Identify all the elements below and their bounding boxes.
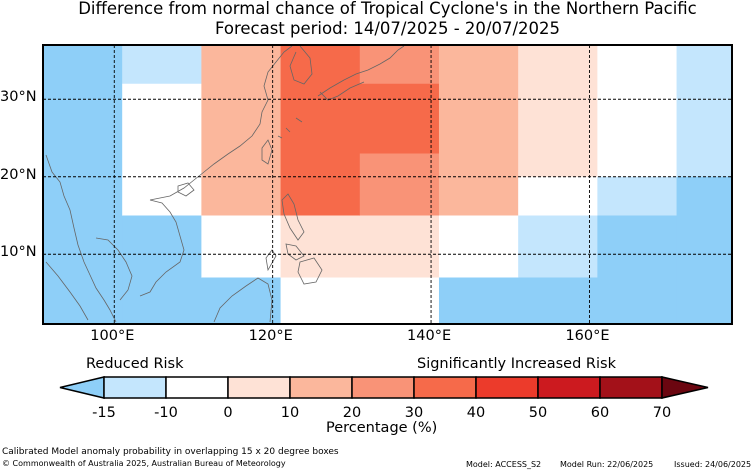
colorbar-tick-label: 70 <box>652 405 672 421</box>
increased-risk-label: Significantly Increased Risk <box>417 356 616 372</box>
coast-mainland-west <box>45 154 117 323</box>
map-frame <box>42 44 733 325</box>
coast-korea <box>289 45 313 85</box>
colorbar-axis-label: Percentage (%) <box>326 420 438 436</box>
model-name: Model: ACCESS_S2 <box>466 460 542 469</box>
grid-cell <box>201 277 282 325</box>
method-note: Calibrated Model anomaly probability in … <box>2 447 339 457</box>
colorbar-extend-low <box>59 376 105 399</box>
coast-mindanao <box>297 257 323 285</box>
longitude-label: 120°E <box>248 328 293 344</box>
coast-visayas <box>285 243 305 261</box>
colorbar-tick-label: 60 <box>590 405 610 421</box>
grid-cell <box>122 45 202 85</box>
grid-cell <box>438 45 519 216</box>
issued-date: Issued: 24/06/2025 <box>674 460 752 469</box>
colorbar-tick-label: -15 <box>92 405 116 421</box>
latitude-label: 10°N <box>0 244 37 261</box>
grid-cell <box>280 45 361 216</box>
map-title: Difference from normal chance of Tropica… <box>78 0 697 18</box>
coast-china <box>149 45 293 201</box>
colorbar-segment <box>165 376 229 399</box>
longitude-label: 140°E <box>407 328 452 344</box>
copyright-note: © Commonwealth of Australia 2025, Austra… <box>2 459 286 468</box>
coast-indochina <box>139 199 185 297</box>
colorbar-tick-label: 0 <box>223 405 233 421</box>
coast-sumatra <box>45 261 89 321</box>
colorbar-tick-label: 50 <box>528 405 548 421</box>
reduced-risk-label: Reduced Risk <box>86 356 184 372</box>
graticule <box>43 45 732 324</box>
grid-cell <box>676 45 733 178</box>
longitude-label: 100°E <box>90 328 135 344</box>
coast-japan-south <box>319 81 365 101</box>
coast-luzon <box>281 193 305 241</box>
grid-cell <box>43 45 123 325</box>
coast-gulf-thailand <box>95 237 133 301</box>
latitude-label: 20°N <box>0 166 37 183</box>
grid-cell <box>122 215 202 325</box>
colorbar-segment <box>227 376 291 399</box>
colorbar-tick-label: 10 <box>280 405 300 421</box>
colorbar-segment <box>537 376 601 399</box>
colorbar-segment <box>475 376 539 399</box>
grid-cell <box>597 176 678 216</box>
coast-hainan <box>177 182 195 197</box>
coast-ryukyu <box>277 117 303 139</box>
grid-cell <box>597 45 678 178</box>
grid-cell <box>359 83 440 154</box>
grid-cell <box>438 215 519 278</box>
model-run: Model Run: 22/06/2025 <box>560 460 654 469</box>
latitude-label: 30°N <box>0 89 37 106</box>
colorbar-tick-label: 40 <box>466 405 486 421</box>
grid-cell <box>518 45 598 178</box>
colorbar-extend-high <box>661 376 709 399</box>
grid-cell <box>280 215 361 278</box>
forecast-period: Forecast period: 14/07/2025 - 20/07/2025 <box>214 19 561 38</box>
grid-cell <box>676 176 733 325</box>
grid-cell <box>438 277 519 325</box>
coast-japan <box>317 45 405 97</box>
colorbar-segment <box>103 376 167 399</box>
colorbar-tick-label: -10 <box>154 405 178 421</box>
grid-cell <box>359 45 440 85</box>
colorbar-segment <box>351 376 415 399</box>
anomaly-grid <box>43 45 733 325</box>
grid-cell <box>359 153 440 216</box>
colorbar-segment <box>413 376 477 399</box>
coast-taiwan <box>261 139 273 165</box>
grid-cell <box>518 215 598 278</box>
coast-borneo <box>213 277 273 323</box>
colorbar-tick-label: 20 <box>342 405 362 421</box>
longitude-label: 160°E <box>565 328 610 344</box>
colorbar-segment <box>599 376 663 399</box>
colorbar <box>59 376 709 399</box>
colorbar-segment <box>289 376 353 399</box>
grid-cell <box>359 215 440 278</box>
colorbar-tick-label: 30 <box>404 405 424 421</box>
grid-cell <box>518 277 598 325</box>
grid-cell <box>359 277 440 325</box>
coast-palawan <box>265 249 277 272</box>
grid-cell <box>280 277 361 325</box>
grid-cell <box>597 215 678 325</box>
coastlines <box>45 45 405 323</box>
grid-cell <box>122 83 202 216</box>
grid-cell <box>518 176 598 216</box>
